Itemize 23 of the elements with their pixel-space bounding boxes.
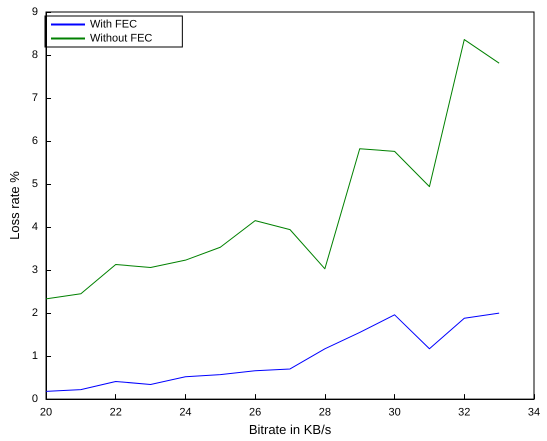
y-tick-label: 0 — [32, 393, 38, 406]
legend-label: With FEC — [90, 18, 138, 30]
y-tick-label: 5 — [32, 178, 38, 190]
x-tick-label: 28 — [318, 406, 331, 419]
x-tick-label: 20 — [40, 406, 52, 419]
y-tick-label: 6 — [32, 135, 38, 148]
x-tick-label: 26 — [249, 406, 262, 419]
legend-label: Without FEC — [90, 32, 152, 44]
x-tick-label: 24 — [179, 406, 192, 419]
x-axis-title: Bitrate in KB/s — [248, 422, 332, 437]
x-tick-label: 30 — [388, 406, 401, 419]
x-tick-label: 22 — [110, 406, 122, 419]
x-tick-label: 34 — [528, 406, 540, 419]
y-tick-label: 2 — [32, 307, 38, 320]
y-axis-title: Loss rate % — [7, 170, 22, 240]
y-tick-label: 1 — [32, 350, 38, 362]
y-tick-label: 9 — [32, 6, 38, 18]
y-tick-label: 7 — [32, 92, 38, 104]
line-series — [46, 312, 500, 392]
y-tick-label: 3 — [32, 264, 38, 276]
x-tick-label: 32 — [458, 406, 470, 419]
y-tick-label: 8 — [32, 49, 38, 62]
y-tick-label: 4 — [32, 221, 38, 234]
